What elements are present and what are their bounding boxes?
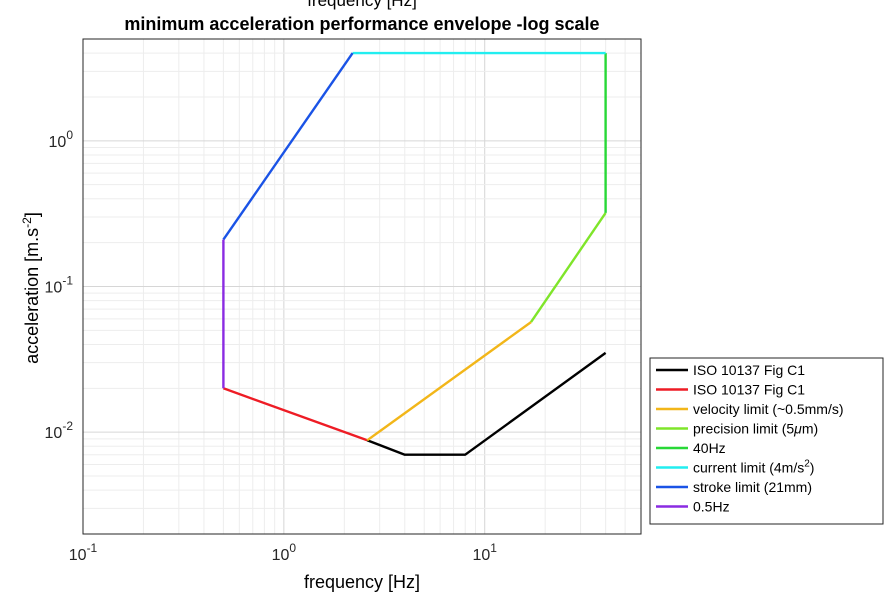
x-tick-label: 10-1	[69, 541, 98, 564]
legend-item-label: stroke limit (21mm)	[693, 479, 812, 495]
legend-item-label: ISO 10137 Fig C1	[693, 382, 805, 398]
y-tick-label: 100	[49, 128, 74, 151]
x-tick-labels: 10-1 100 101	[69, 541, 497, 564]
series-line-2	[366, 321, 532, 442]
legend-item-label: current limit (4m/s2)	[693, 459, 814, 476]
y-tick-labels: 10-2 10-1 100	[45, 128, 74, 442]
legend-item-label: 0.5Hz	[693, 499, 730, 515]
legend-item-label: velocity limit (~0.5mm/s)	[693, 401, 844, 417]
series-line-3	[530, 212, 607, 323]
clipped-top-title: frequency [Hz]	[307, 0, 417, 10]
x-tick-label: 100	[272, 541, 297, 564]
y-axis-label: acceleration [m.s-2]	[20, 212, 42, 364]
legend-box	[649, 357, 884, 525]
series-line-0	[366, 351, 607, 456]
x-axis-label: frequency [Hz]	[304, 572, 420, 592]
legend-item-label: 40Hz	[693, 440, 726, 456]
legend-item-label: ISO 10137 Fig C1	[693, 362, 805, 378]
series-group	[222, 51, 607, 456]
series-line-1	[222, 387, 368, 442]
y-tick-label: 10-2	[45, 419, 74, 442]
series-line-6	[222, 52, 354, 241]
chart-title: minimum acceleration performance envelop…	[124, 14, 599, 34]
legend: ISO 10137 Fig C1 ISO 10137 Fig C1 velocity…	[649, 357, 884, 525]
y-tick-label: 10-1	[45, 274, 74, 297]
grid	[82, 38, 642, 535]
x-tick-label: 101	[472, 541, 497, 564]
plot-area	[82, 38, 642, 535]
legend-item-label: precision limit (5μm)	[693, 421, 818, 437]
